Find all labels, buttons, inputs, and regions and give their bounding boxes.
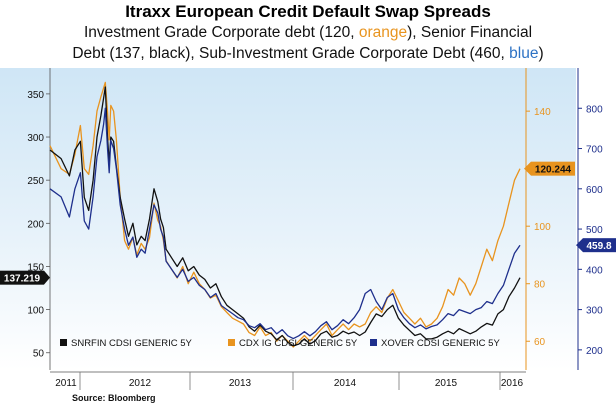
legend-label-3: XOVER CDSI GENERIC 5Y <box>381 338 500 349</box>
chart-subtitle-line1: Investment Grade Corporate debt (120, or… <box>0 22 616 43</box>
left-tick-label: 350 <box>27 90 44 101</box>
subtitle-line1-pre: Investment Grade Corporate debt (120, <box>83 24 359 41</box>
right-inner-tick-label: 60 <box>534 337 546 348</box>
legend-swatch-1 <box>60 339 67 346</box>
x-tick-label: 2016 <box>501 378 524 389</box>
left-tick-label: 250 <box>27 176 44 187</box>
right-outer-tick-label: 500 <box>586 225 603 236</box>
right-outer-tick-label: 300 <box>586 306 603 317</box>
x-tick-label: 2012 <box>129 378 152 389</box>
callout-box-orange <box>531 161 575 176</box>
callout-box-black <box>0 270 44 285</box>
right-inner-tick-label: 100 <box>534 222 551 233</box>
source-note: Source: Bloomberg <box>72 393 156 403</box>
subtitle-line2-post: ) <box>538 45 544 62</box>
subtitle-orange-word: orange <box>358 24 408 41</box>
legend-label-2: CDX IG CDSI GENERIC 5Y <box>239 338 358 349</box>
left-tick-label: 150 <box>27 262 44 273</box>
right-outer-tick-label: 800 <box>586 104 603 115</box>
chart-title: Itraxx European Credit Default Swap Spre… <box>125 2 491 21</box>
left-tick-label: 100 <box>27 306 44 317</box>
left-tick-label: 300 <box>27 133 44 144</box>
left-tick-label: 50 <box>33 349 45 360</box>
right-inner-tick-label: 140 <box>534 107 551 118</box>
x-tick-label: 2015 <box>435 378 458 389</box>
callout-label-black: 137.219 <box>4 274 41 285</box>
legend: SNRFIN CDSI GENERIC 5Y CDX IG CDSI GENERI… <box>60 338 500 349</box>
right-outer-tick-label: 700 <box>586 145 603 156</box>
callout-pointer-orange <box>524 161 531 176</box>
right-inner-tick-label: 80 <box>534 280 546 291</box>
callout-box-blue <box>583 238 616 253</box>
x-axis: 2011 2012 2013 2014 2015 2016 <box>50 371 526 390</box>
left-tick-label: 200 <box>27 219 44 230</box>
subtitle-line1-post: ), Senior Financial <box>407 24 533 41</box>
right-outer-axis: 200 300 400 500 600 700 800 <box>577 68 603 370</box>
callout-pointer-black <box>44 270 50 285</box>
x-tick-label: 2011 <box>55 378 77 389</box>
left-axis: 50 100 150 200 250 300 350 <box>27 68 51 370</box>
legend-swatch-3 <box>370 339 377 346</box>
callout-label-blue: 459.8 <box>586 241 611 252</box>
x-tick-label: 2014 <box>334 378 357 389</box>
subtitle-line2-pre: Debt (137, black), Sub-Investment Grade … <box>72 45 510 62</box>
subtitle-blue-word: blue <box>509 45 539 62</box>
right-outer-tick-label: 200 <box>586 346 603 357</box>
right-outer-tick-label: 400 <box>586 265 603 276</box>
chart-subtitle-line2: Debt (137, black), Sub-Investment Grade … <box>0 43 616 64</box>
series-line-2 <box>49 81 521 348</box>
legend-swatch-2 <box>228 339 235 346</box>
x-tick-label: 2013 <box>229 378 252 389</box>
callout-label-orange: 120.244 <box>535 165 572 176</box>
last-value-callouts: 137.219 120.244 459.8 <box>0 161 616 285</box>
legend-label-1: SNRFIN CDSI GENERIC 5Y <box>71 338 193 349</box>
callout-pointer-blue <box>576 238 583 253</box>
title-block: Itraxx European Credit Default Swap Spre… <box>0 0 616 64</box>
series-group <box>49 81 521 348</box>
right-outer-tick-label: 600 <box>586 185 603 196</box>
series-line-3 <box>49 107 521 340</box>
